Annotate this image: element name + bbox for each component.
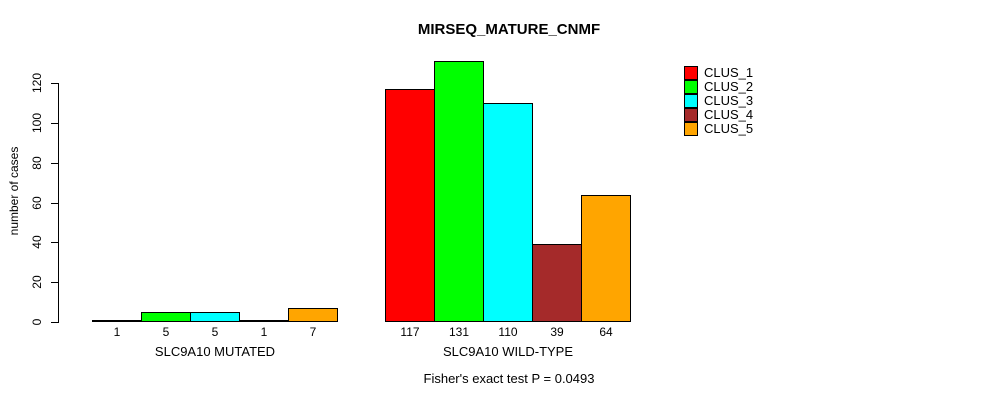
y-tick-label: 100 <box>30 112 44 134</box>
bar-value-label: 39 <box>550 325 564 339</box>
legend-item: CLUS_4 <box>684 107 754 122</box>
legend-swatch-icon <box>684 121 698 136</box>
legend-item: CLUS_3 <box>684 93 754 108</box>
y-tick-label: 0 <box>30 318 44 326</box>
y-tick-label: 20 <box>30 275 44 289</box>
y-tick-mark <box>51 242 58 243</box>
bar-value-label: 1 <box>260 325 268 339</box>
legend-swatch-icon <box>684 107 698 122</box>
bar-value-label: 5 <box>162 325 170 339</box>
legend-swatch-icon <box>684 79 698 94</box>
group-label: SLC9A10 WILD-TYPE <box>442 344 574 359</box>
legend-label: CLUS_4 <box>704 107 754 122</box>
bar <box>532 244 582 322</box>
y-tick-mark <box>51 163 58 164</box>
bar-value-label: 131 <box>448 325 470 339</box>
bar-value-label: 7 <box>309 325 317 339</box>
legend-label: CLUS_1 <box>704 65 754 80</box>
bar <box>288 308 338 322</box>
y-tick-label: 60 <box>30 196 44 210</box>
y-axis-label: number of cases <box>7 146 21 236</box>
y-tick-mark <box>51 123 58 124</box>
legend-item: CLUS_1 <box>684 65 754 80</box>
y-tick-mark <box>51 203 58 204</box>
legend-swatch-icon <box>684 93 698 108</box>
bar <box>434 61 484 322</box>
bar-value-label: 110 <box>498 325 518 339</box>
footer-note: Fisher's exact test P = 0.0493 <box>423 371 595 386</box>
bar <box>483 103 533 322</box>
bar-value-label: 117 <box>400 325 420 339</box>
legend: CLUS_1 CLUS_2 CLUS_3 CLUS_4 CLUS_5 <box>684 65 754 136</box>
bar <box>385 89 435 322</box>
legend-label: CLUS_5 <box>704 121 754 136</box>
legend-item: CLUS_5 <box>684 121 754 136</box>
legend-label: CLUS_2 <box>704 79 754 94</box>
chart-title: MIRSEQ_MATURE_CNMF <box>417 21 601 38</box>
bar <box>190 312 240 322</box>
legend-swatch-icon <box>684 65 698 80</box>
y-tick-mark <box>51 322 58 323</box>
bar <box>141 312 191 322</box>
y-tick-label: 80 <box>30 156 44 170</box>
legend-item: CLUS_2 <box>684 79 754 94</box>
bar-value-label: 5 <box>211 325 219 339</box>
legend-label: CLUS_3 <box>704 93 754 108</box>
group-label: SLC9A10 MUTATED <box>154 344 276 359</box>
bar-value-label: 1 <box>113 325 121 339</box>
bar <box>581 195 631 322</box>
bar <box>92 320 142 322</box>
y-tick-label: 40 <box>30 235 44 249</box>
y-tick-mark <box>51 282 58 283</box>
bar-value-label: 64 <box>599 325 613 339</box>
y-tick-mark <box>51 83 58 84</box>
y-axis-line <box>58 83 59 323</box>
y-tick-label: 120 <box>30 72 44 94</box>
bar <box>239 320 289 322</box>
